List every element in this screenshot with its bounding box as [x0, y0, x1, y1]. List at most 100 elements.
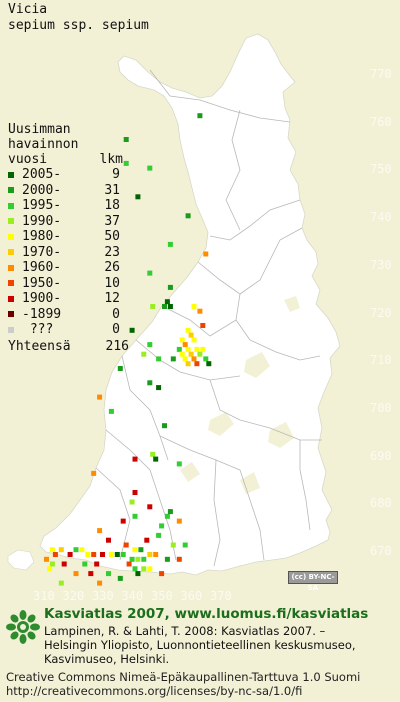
observation-square — [164, 556, 170, 562]
observation-square — [156, 356, 162, 362]
observation-square — [182, 542, 188, 548]
observation-square — [147, 165, 153, 171]
legend-period: 2000- — [22, 182, 62, 198]
finland-land — [39, 33, 341, 576]
observation-square — [188, 332, 194, 338]
observation-square — [58, 580, 64, 586]
observation-square — [176, 346, 182, 352]
y-tick-label: 760 — [370, 114, 392, 129]
y-tick-label: 730 — [370, 257, 392, 272]
legend-swatch — [8, 264, 14, 271]
legend-column-headers: vuosi lkm — [8, 152, 123, 167]
legend-swatch — [8, 249, 14, 256]
legend-row: -1899 0 — [8, 307, 129, 323]
observation-square — [67, 552, 73, 557]
legend-col-count: lkm — [99, 152, 123, 167]
observation-squares — [44, 113, 212, 586]
y-tick-label: 700 — [370, 400, 392, 415]
y-tick-label: 740 — [370, 210, 392, 225]
license-line-1: Creative Commons Nimeä-Epäkaupallinen-Ta… — [6, 670, 361, 684]
legend-count: 23 — [104, 244, 120, 260]
observation-square — [144, 537, 150, 543]
legend-row: 1990- 37 — [8, 214, 129, 230]
legend-period: 1950- — [22, 275, 62, 291]
observation-square — [176, 556, 182, 562]
legend-swatch — [8, 233, 14, 240]
x-tick-label: 360 — [180, 589, 203, 603]
observation-square — [153, 552, 159, 557]
observation-square — [153, 456, 159, 462]
observation-square — [182, 342, 188, 348]
observation-square — [206, 361, 212, 367]
observation-square — [203, 356, 209, 362]
legend-swatch — [8, 326, 14, 333]
legend-title-line-2: havainnon — [8, 137, 79, 152]
observation-square — [82, 561, 88, 567]
observation-square — [176, 518, 182, 524]
observation-square — [176, 461, 182, 467]
observation-square — [73, 547, 79, 553]
observation-square — [135, 556, 141, 562]
legend-period: 1970- — [22, 244, 62, 260]
observation-square — [120, 552, 126, 557]
observation-square — [167, 284, 173, 290]
observation-square — [156, 385, 162, 391]
legend-swatch — [8, 295, 14, 302]
y-tick-label: 720 — [370, 305, 392, 320]
observation-square — [91, 470, 97, 476]
legend-row: 1980- 50 — [8, 229, 129, 245]
species-title: Vicia sepium ssp. sepium — [8, 2, 149, 34]
observation-square — [114, 552, 120, 557]
observation-square — [135, 571, 141, 577]
legend-swatch — [8, 218, 14, 225]
legend-header: Uusimman havainnon vuosi lkm — [8, 122, 129, 167]
observation-square — [120, 518, 126, 524]
legend-row: 1970- 23 — [8, 245, 129, 261]
observation-square — [61, 561, 67, 567]
legend-period: 1980- — [22, 229, 62, 245]
observation-square — [129, 327, 135, 333]
legend-count: 10 — [104, 275, 120, 291]
observation-square — [164, 513, 170, 519]
observation-square — [162, 304, 167, 309]
legend-row: 2000- 31 — [8, 183, 129, 199]
observation-square — [141, 566, 147, 572]
legend-row: 1960- 26 — [8, 260, 129, 276]
legend-count: 31 — [104, 182, 120, 198]
observation-square — [185, 346, 191, 352]
species-genus: Vicia — [8, 2, 48, 17]
observation-square — [97, 528, 103, 534]
x-tick-label: 370 — [210, 589, 232, 603]
observation-square — [203, 251, 209, 257]
y-tick-label: 690 — [370, 448, 392, 463]
legend-row: 1995- 18 — [8, 198, 129, 214]
observation-square — [97, 394, 103, 400]
x-tick-label: 310 — [33, 589, 55, 603]
aland-islands — [7, 549, 35, 571]
legend-rows: 2005- 9 2000- 31 1995- 18 1990- 37 1980- 50 1970- 2… — [8, 167, 129, 338]
observation-square — [44, 556, 49, 562]
legend-count: 12 — [104, 291, 120, 307]
observation-square — [191, 337, 197, 343]
citation-line-1: Lampinen, R. & Lahti, T. 2008: Kasviatla… — [44, 624, 326, 638]
observation-square — [97, 580, 103, 586]
legend-title-line-1: Uusimman — [8, 122, 71, 137]
legend-count: 0 — [112, 322, 120, 338]
legend-count: 18 — [104, 198, 120, 214]
observation-square — [150, 304, 156, 309]
legend-period: 2005- — [22, 167, 62, 183]
legend-swatch — [8, 311, 14, 318]
observation-square — [185, 361, 191, 367]
observation-square — [132, 490, 138, 495]
x-tick-label: 320 — [62, 589, 85, 603]
observation-square — [147, 342, 153, 348]
observation-square — [191, 304, 197, 309]
observation-square — [49, 547, 55, 553]
legend-swatch — [8, 187, 14, 194]
observation-square — [79, 547, 85, 553]
license-line-2: http://creativecommons.org/licenses/by-n… — [6, 684, 303, 698]
observation-square — [147, 380, 153, 386]
observation-square — [100, 552, 105, 557]
